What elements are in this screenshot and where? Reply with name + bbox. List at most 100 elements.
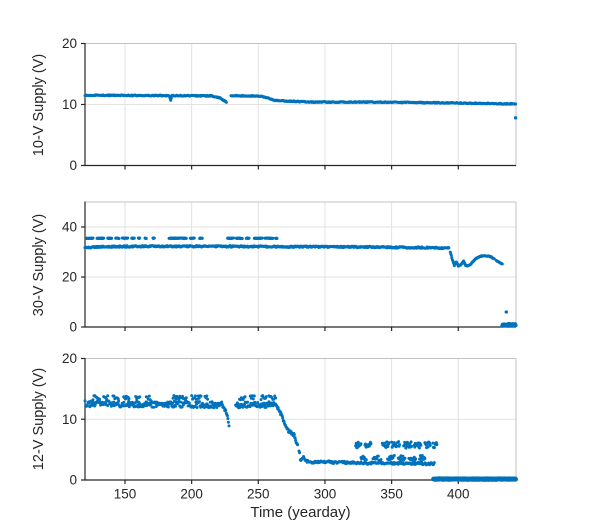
series-supply-12v-mid-upper-clusters xyxy=(354,440,439,450)
data-point xyxy=(256,401,260,404)
data-point xyxy=(401,454,405,458)
data-point xyxy=(417,446,421,450)
data-point xyxy=(220,400,224,404)
data-point xyxy=(262,401,266,405)
series-supply-12v-mid-lower-clusters xyxy=(359,454,427,463)
data-point xyxy=(184,236,188,240)
data-point xyxy=(240,237,244,240)
data-point xyxy=(514,116,518,120)
data-point xyxy=(259,398,263,402)
y-tick-label: 10 xyxy=(62,412,77,427)
y-axis-label-12v: 12-V Supply (V) xyxy=(31,367,47,471)
data-point xyxy=(426,445,430,449)
data-point xyxy=(220,403,224,407)
data-point xyxy=(226,420,230,424)
x-tick-label: 200 xyxy=(180,487,203,502)
data-point xyxy=(376,454,380,458)
series-layer xyxy=(83,236,518,328)
subplot-0: 0 10 20 xyxy=(62,36,518,173)
series-supply-12v-zero-line xyxy=(431,476,518,482)
data-point xyxy=(403,456,407,460)
data-point xyxy=(264,405,268,409)
data-point xyxy=(432,461,436,465)
y-tick-label: 0 xyxy=(69,320,77,335)
data-point xyxy=(423,457,427,460)
data-point xyxy=(252,394,256,398)
series-supply-10v-main-seg2 xyxy=(229,93,518,106)
data-point xyxy=(224,408,228,412)
data-point xyxy=(364,458,368,462)
data-point xyxy=(410,444,414,448)
data-point xyxy=(397,440,401,444)
data-point xyxy=(419,443,423,447)
series-supply-30v-degraded-seg xyxy=(448,250,496,268)
data-point xyxy=(169,96,173,100)
data-point xyxy=(132,236,136,240)
data-point xyxy=(174,404,177,408)
data-point xyxy=(105,397,109,401)
data-point xyxy=(293,436,297,440)
series-supply-12v-main-seg2 xyxy=(234,400,276,410)
series-layer xyxy=(83,93,518,120)
data-point xyxy=(199,394,203,398)
series-layer xyxy=(83,394,518,482)
series-supply-12v-drop-dots xyxy=(297,449,302,455)
data-point xyxy=(514,102,518,106)
data-point xyxy=(504,310,508,314)
data-point xyxy=(166,405,170,409)
data-point xyxy=(98,398,102,401)
data-point xyxy=(227,424,231,428)
series-supply-10v-main-seg1 xyxy=(83,93,228,104)
data-point xyxy=(375,457,379,461)
data-point xyxy=(447,246,451,250)
y-tick-label: 10 xyxy=(62,97,77,112)
x-tick-label: 350 xyxy=(380,487,403,502)
data-point xyxy=(85,404,89,408)
data-point xyxy=(369,442,373,446)
data-point xyxy=(127,397,131,401)
data-point xyxy=(171,396,175,400)
data-point xyxy=(226,417,230,421)
series-supply-12v-high-dots xyxy=(91,394,278,402)
data-point xyxy=(152,405,156,409)
data-point xyxy=(215,406,219,409)
data-point xyxy=(398,443,402,447)
data-point xyxy=(356,440,360,444)
data-point xyxy=(106,394,110,398)
subplot-1: 0 20 40 xyxy=(62,201,518,335)
y-tick-label: 20 xyxy=(62,351,77,366)
series-supply-30v-high-dashes xyxy=(84,236,279,240)
data-point xyxy=(117,237,121,240)
data-point xyxy=(243,395,247,399)
data-point xyxy=(210,405,213,409)
data-point xyxy=(184,396,188,400)
data-point xyxy=(205,394,209,398)
y-tick-label: 0 xyxy=(69,158,77,173)
series-supply-30v-end-low-blob xyxy=(500,321,518,328)
data-point xyxy=(405,440,409,444)
data-point xyxy=(428,443,432,447)
data-point xyxy=(138,236,142,240)
data-point xyxy=(148,398,152,402)
series-supply-30v-tail-dash xyxy=(494,259,504,266)
series-supply-30v-main-line xyxy=(83,244,451,251)
data-point xyxy=(200,236,204,240)
data-point xyxy=(197,396,201,400)
data-point xyxy=(190,394,194,398)
data-point xyxy=(449,253,453,257)
data-point xyxy=(181,394,184,398)
data-point xyxy=(136,405,140,409)
y-tick-label: 0 xyxy=(69,473,77,488)
series-supply-12v-main-seg1 xyxy=(83,399,224,410)
data-point xyxy=(513,476,518,482)
data-point xyxy=(144,237,148,240)
data-point xyxy=(435,443,439,447)
data-point xyxy=(116,397,120,401)
data-point xyxy=(178,400,182,404)
data-point xyxy=(232,236,236,240)
data-point xyxy=(392,454,396,457)
data-point xyxy=(126,236,130,240)
data-point xyxy=(193,394,197,398)
